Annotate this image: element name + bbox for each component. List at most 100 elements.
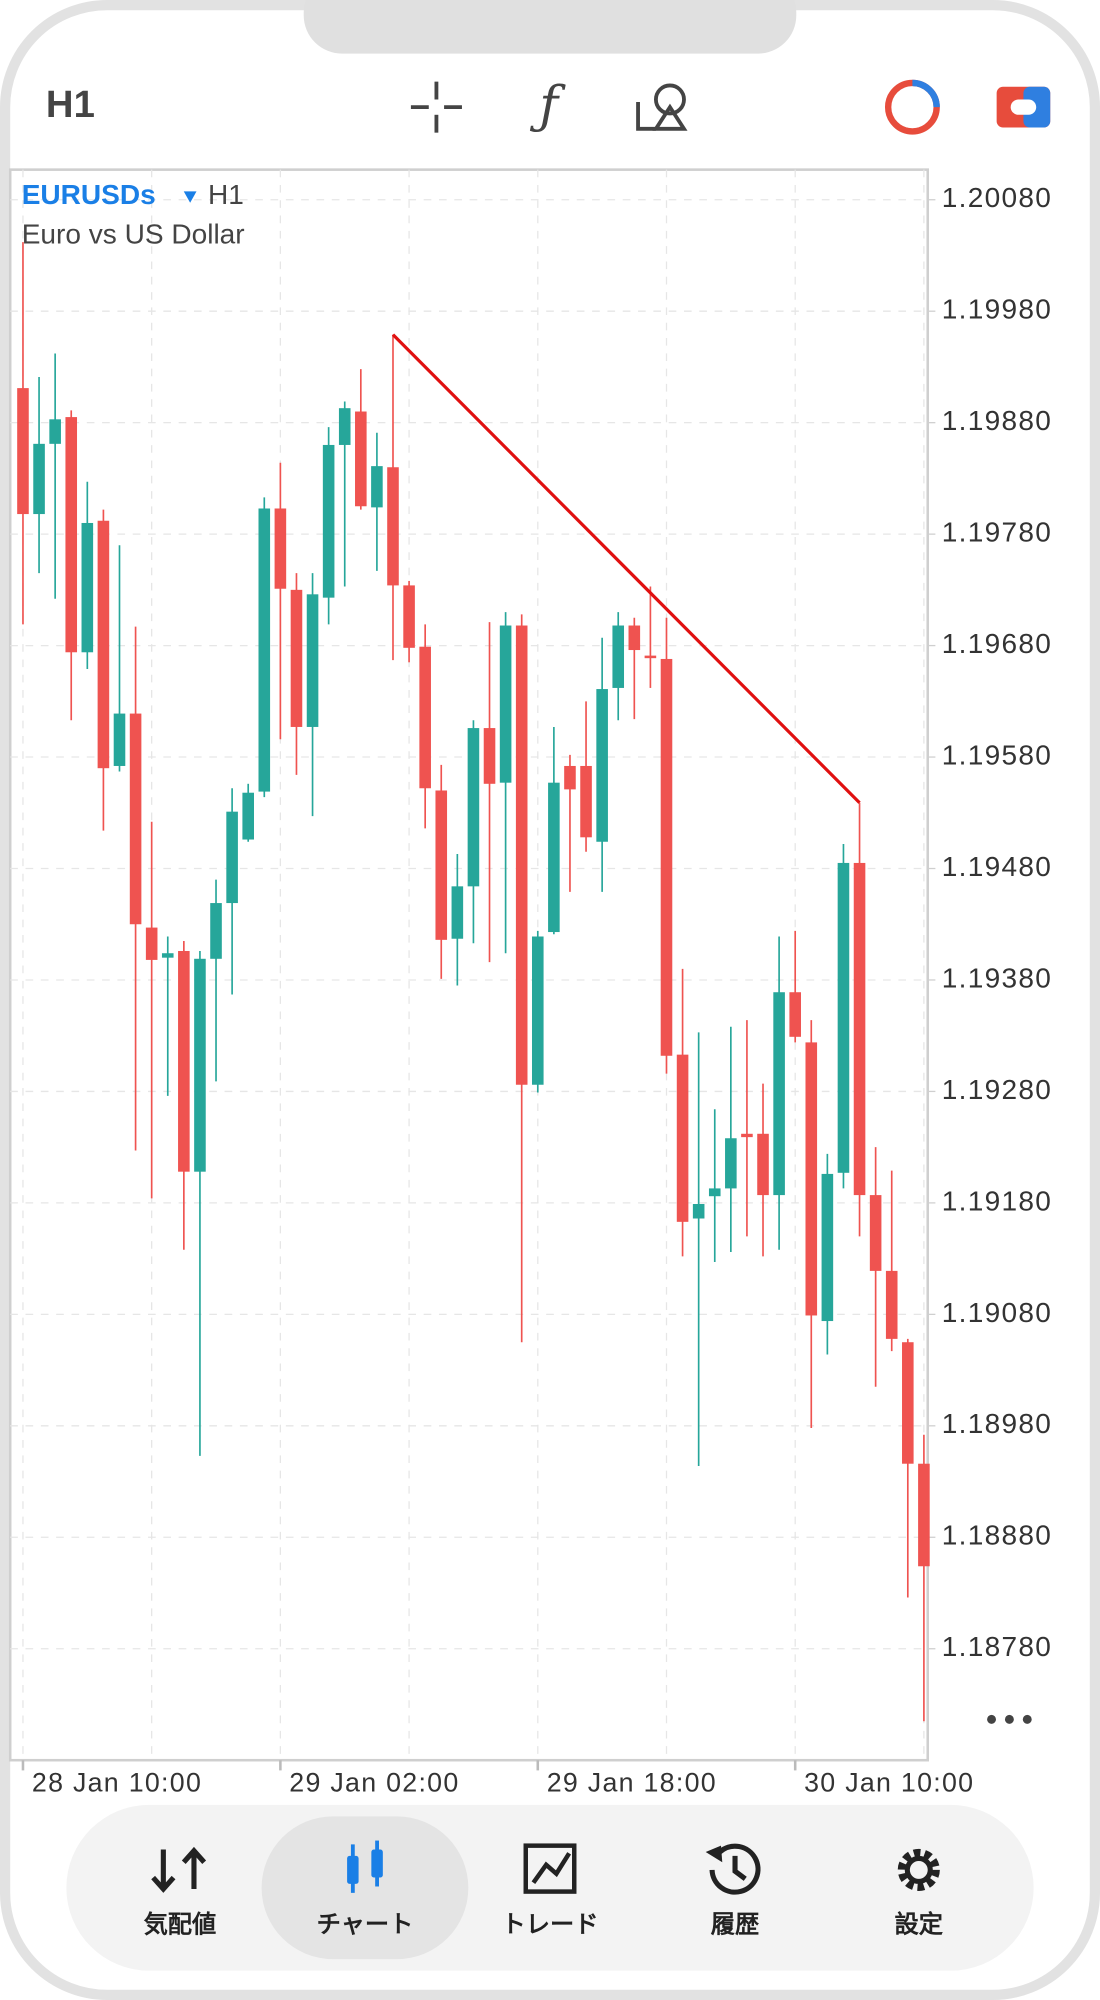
candle-body <box>660 658 673 1056</box>
symbol[interactable]: EURUSDs <box>22 179 156 210</box>
candle-body <box>226 811 238 904</box>
x-tick-label: 29 Jan 18:00 <box>547 1768 717 1798</box>
candle-body <box>113 713 126 766</box>
nav-label: チャート <box>317 1911 414 1938</box>
candle-body <box>178 950 190 1172</box>
trend-line[interactable] <box>391 333 861 804</box>
candle-body <box>451 886 464 939</box>
y-tick-label: 1.19180 <box>942 1185 1052 1216</box>
candle-body <box>306 594 319 727</box>
candle-body <box>596 689 608 842</box>
objects-icon[interactable] <box>636 83 688 131</box>
candle-body <box>33 443 45 515</box>
nav-icon <box>705 1843 761 1895</box>
candle-body <box>258 508 271 792</box>
candle-body <box>531 936 544 1085</box>
candle-body <box>918 1463 930 1567</box>
candle-body <box>467 728 480 887</box>
candle-body <box>564 765 576 790</box>
y-tick-label: 1.18880 <box>942 1520 1052 1551</box>
candle-body <box>17 388 29 515</box>
candle-body <box>676 1054 689 1222</box>
candle-body <box>274 508 287 589</box>
y-tick-label: 1.19580 <box>942 739 1052 770</box>
nav: 気配値 チャート トレード 履歴 設定 <box>144 1816 944 1960</box>
y-tick-label: 1.18780 <box>942 1631 1052 1662</box>
candle-body <box>65 417 78 653</box>
candle-body <box>628 625 641 651</box>
y-tick-label: 1.19780 <box>942 517 1052 548</box>
candle-body <box>97 520 110 769</box>
nav-label: トレード <box>502 1911 599 1938</box>
candle-body <box>902 1342 914 1464</box>
candle-body <box>403 585 415 648</box>
candle-body <box>210 903 222 959</box>
crosshair-icon[interactable] <box>410 81 462 133</box>
nav-bar <box>66 1804 1034 1971</box>
candle-body <box>821 1173 834 1322</box>
y-tick-label: 1.19480 <box>942 851 1052 882</box>
x-tick-label: 30 Jan 10:00 <box>804 1768 974 1798</box>
trade-icon[interactable] <box>996 86 1051 128</box>
candle-body <box>499 625 512 783</box>
candle-body <box>322 444 335 598</box>
candle-body <box>419 646 431 789</box>
candle-body <box>483 728 496 784</box>
candle-body <box>371 466 383 508</box>
candle-body <box>741 1133 753 1138</box>
candle-body <box>885 1270 898 1339</box>
candle-body <box>612 625 625 688</box>
candle-body <box>515 625 528 1085</box>
nav-icon <box>347 1840 383 1893</box>
y-tick-label: 1.19980 <box>942 294 1052 325</box>
candle-body <box>708 1188 721 1197</box>
nav-item[interactable]: トレード <box>502 1843 599 1939</box>
candle-body <box>161 953 174 958</box>
candle-body <box>773 992 785 1196</box>
timeframe-button[interactable]: H1 <box>46 83 95 126</box>
candle-body <box>435 790 448 940</box>
more-button[interactable] <box>987 1714 1032 1724</box>
nav-label: 設定 <box>895 1910 944 1938</box>
candle-body <box>129 713 142 925</box>
candle-body <box>644 655 657 659</box>
candle-body <box>194 958 206 1172</box>
nav-item[interactable]: 履歴 <box>705 1843 761 1939</box>
candle-body <box>757 1133 769 1196</box>
x-tick-label: 28 Jan 10:00 <box>32 1768 202 1798</box>
candle-body <box>81 522 94 653</box>
candle-body <box>853 862 866 1196</box>
x-tick-label: 29 Jan 02:00 <box>289 1768 459 1798</box>
candle-body <box>242 792 254 840</box>
candle-body <box>789 992 801 1037</box>
y-tick-label: 1.19280 <box>942 1074 1052 1105</box>
notch <box>303 0 797 54</box>
candle-body <box>387 467 399 586</box>
nav-label: 履歴 <box>711 1911 759 1938</box>
nav-item[interactable]: チャート <box>261 1816 469 1960</box>
nav-label: 気配値 <box>144 1910 217 1938</box>
y-tick-label: 1.19680 <box>942 628 1052 659</box>
y-tick-label: 1.18980 <box>942 1408 1052 1439</box>
plot <box>10 169 936 1771</box>
chart-timeframe: H1 <box>208 179 244 210</box>
nav-item[interactable]: 設定 <box>895 1848 944 1938</box>
one-click-icon[interactable] <box>884 79 940 135</box>
symbol-description: Euro vs US Dollar <box>22 218 245 249</box>
nav-icon <box>151 1846 207 1893</box>
nav-icon <box>523 1843 577 1894</box>
nav-item[interactable]: 気配値 <box>144 1846 217 1938</box>
candle-body <box>290 589 303 727</box>
candle-body <box>692 1204 705 1219</box>
plot-frame <box>8 168 930 1762</box>
y-tick-label: 1.19880 <box>942 405 1052 436</box>
nav-icon <box>897 1848 940 1891</box>
y-tick-label: 1.20080 <box>942 182 1052 213</box>
candle-body <box>548 782 560 933</box>
candle-body <box>837 862 850 1173</box>
symbol-dropdown[interactable] <box>183 191 197 203</box>
candle-body <box>805 1042 818 1316</box>
y-tick-label: 1.19080 <box>942 1297 1052 1328</box>
